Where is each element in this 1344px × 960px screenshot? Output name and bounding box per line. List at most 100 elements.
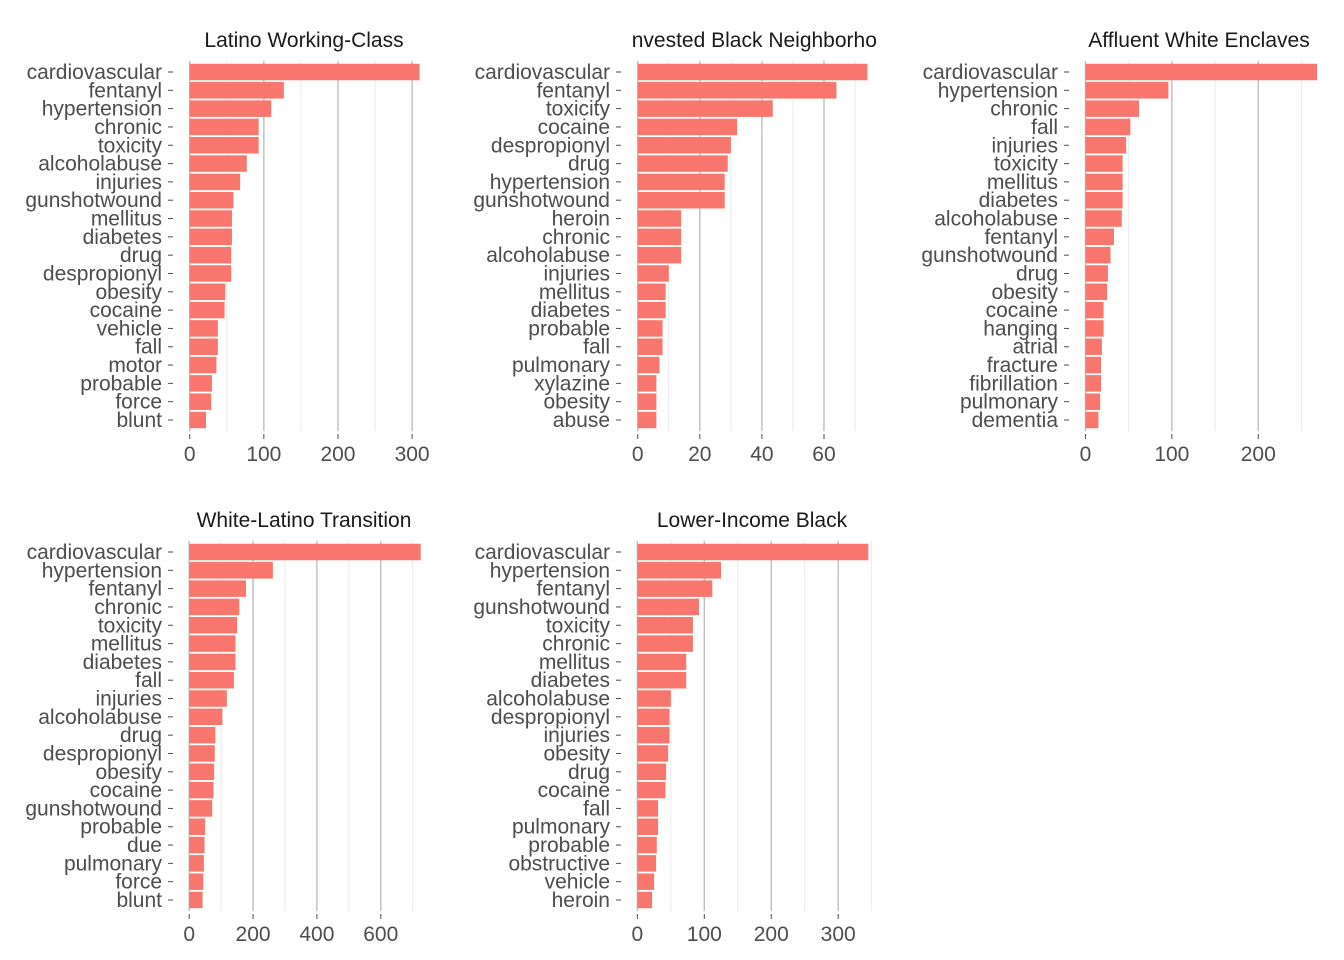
- y-tick-label: obesity: [543, 391, 610, 414]
- y-tick-label: toxicity: [98, 614, 163, 637]
- panel-lower-income-black: cardiovascularhypertensionfentanylgunsho…: [473, 509, 873, 946]
- bar-drug: [189, 246, 232, 264]
- panel-invested-black-neighborho: cardiovascularfentanyltoxicitycocainedes…: [473, 29, 877, 466]
- y-tick-label: cocaine: [90, 299, 162, 322]
- bar-cardiovascular: [637, 63, 868, 81]
- bar-xylazine: [637, 375, 657, 392]
- bar-cardiovascular: [189, 63, 420, 81]
- y-tick-label: hypertension: [938, 79, 1058, 102]
- y-tick-label: chronic: [542, 633, 610, 656]
- y-tick-label: injuries: [95, 688, 162, 711]
- y-tick-label: fentanyl: [536, 578, 610, 601]
- y-tick-label: heroin: [552, 889, 610, 912]
- y-tick-label: blunt: [116, 889, 162, 912]
- panel-affluent-white-enclaves: cardiovascularhypertensionchronicfallinj…: [921, 29, 1317, 466]
- bar-fall: [189, 671, 234, 689]
- y-tick-label: alcoholabuse: [38, 153, 162, 176]
- bar-fentanyl: [189, 580, 247, 597]
- bar-toxicity: [189, 137, 259, 154]
- y-tick-label: diabetes: [531, 669, 610, 692]
- bar-fentanyl: [637, 82, 837, 99]
- bar-despropionyl: [189, 745, 215, 762]
- y-tick-label: fall: [135, 669, 162, 692]
- y-tick-label: despropionyl: [491, 134, 610, 157]
- bar-motor: [189, 356, 217, 374]
- y-tick-label: alcoholabuse: [38, 706, 162, 729]
- bar-cocaine: [1085, 301, 1104, 319]
- x-tick-label: 300: [821, 923, 856, 946]
- bar-pulmonary: [189, 855, 204, 872]
- y-tick-label: cardiovascular: [27, 541, 162, 564]
- bar-gunshotwound: [189, 191, 234, 209]
- y-tick-label: fentanyl: [984, 226, 1058, 249]
- x-tick-label: 200: [1241, 443, 1276, 466]
- y-tick-label: xylazine: [534, 372, 610, 395]
- bar-cocaine: [637, 118, 738, 136]
- bar-chronic: [189, 598, 240, 616]
- y-tick-label: drug: [120, 244, 162, 267]
- y-tick-label: toxicity: [98, 134, 163, 157]
- bar-gunshotwound: [637, 598, 699, 616]
- y-tick-label: injuries: [991, 134, 1058, 157]
- y-tick-label: cardiovascular: [923, 61, 1058, 84]
- x-tick-label: 100: [246, 443, 281, 466]
- y-tick-label: drug: [568, 761, 610, 784]
- bar-probable: [637, 836, 657, 854]
- bar-chronic: [637, 635, 693, 652]
- bar-probable: [189, 375, 212, 392]
- y-tick-label: fentanyl: [88, 79, 162, 102]
- y-tick-label: gunshotwound: [25, 189, 162, 212]
- bar-heroin: [637, 210, 682, 227]
- y-tick-label: mellitus: [91, 208, 162, 231]
- x-tick-label: 0: [632, 923, 644, 946]
- y-tick-label: drug: [120, 724, 162, 747]
- bar-obesity: [189, 763, 215, 781]
- bar-obstructive: [637, 855, 657, 872]
- bar-alcoholabuse: [189, 708, 223, 726]
- y-tick-label: fall: [583, 797, 610, 820]
- bar-hypertension: [637, 173, 725, 191]
- y-tick-label: cocaine: [538, 116, 610, 139]
- bar-pulmonary: [1085, 393, 1101, 410]
- x-tick-label: 0: [183, 923, 195, 946]
- y-tick-label: alcoholabuse: [934, 208, 1058, 231]
- bar-mellitus: [189, 210, 232, 227]
- bar-mellitus: [637, 653, 687, 671]
- y-tick-label: fall: [135, 336, 162, 359]
- y-tick-label: pulmonary: [512, 354, 611, 377]
- bar-toxicity: [1085, 155, 1123, 172]
- bar-vehicle: [637, 873, 655, 890]
- bar-cardiovascular: [189, 543, 421, 561]
- x-tick-label: 600: [363, 923, 398, 946]
- bar-mellitus: [637, 283, 666, 301]
- y-tick-label: chronic: [94, 116, 162, 139]
- panel-title: Affluent White Enclaves: [1088, 29, 1309, 52]
- y-tick-label: obesity: [95, 761, 162, 784]
- bar-force: [189, 393, 212, 410]
- x-tick-label: 40: [750, 443, 773, 466]
- bar-hypertension: [189, 100, 272, 117]
- bar-injuries: [637, 726, 670, 744]
- bar-despropionyl: [637, 708, 670, 726]
- y-tick-label: toxicity: [994, 153, 1059, 176]
- bar-cocaine: [637, 781, 666, 799]
- y-tick-label: pulmonary: [512, 816, 611, 839]
- panel-latino-working-class: cardiovascularfentanylhypertensionchroni…: [25, 29, 429, 466]
- bar-chronic: [189, 118, 259, 136]
- y-tick-label: injuries: [95, 171, 162, 194]
- y-tick-label: drug: [568, 153, 610, 176]
- bar-chronic: [1085, 100, 1140, 117]
- bar-hypertension: [1085, 82, 1169, 99]
- y-tick-label: atrial: [1012, 336, 1058, 359]
- y-tick-label: fibrillation: [969, 372, 1058, 395]
- bar-fentanyl: [1085, 228, 1114, 246]
- bar-diabetes: [189, 228, 232, 246]
- y-tick-label: vehicle: [545, 871, 610, 894]
- y-tick-label: fracture: [987, 354, 1058, 377]
- bar-diabetes: [1085, 191, 1123, 209]
- y-tick-label: toxicity: [546, 614, 611, 637]
- panel-title: Latino Working-Class: [204, 29, 403, 52]
- bar-diabetes: [637, 301, 666, 319]
- y-tick-label: probable: [80, 816, 162, 839]
